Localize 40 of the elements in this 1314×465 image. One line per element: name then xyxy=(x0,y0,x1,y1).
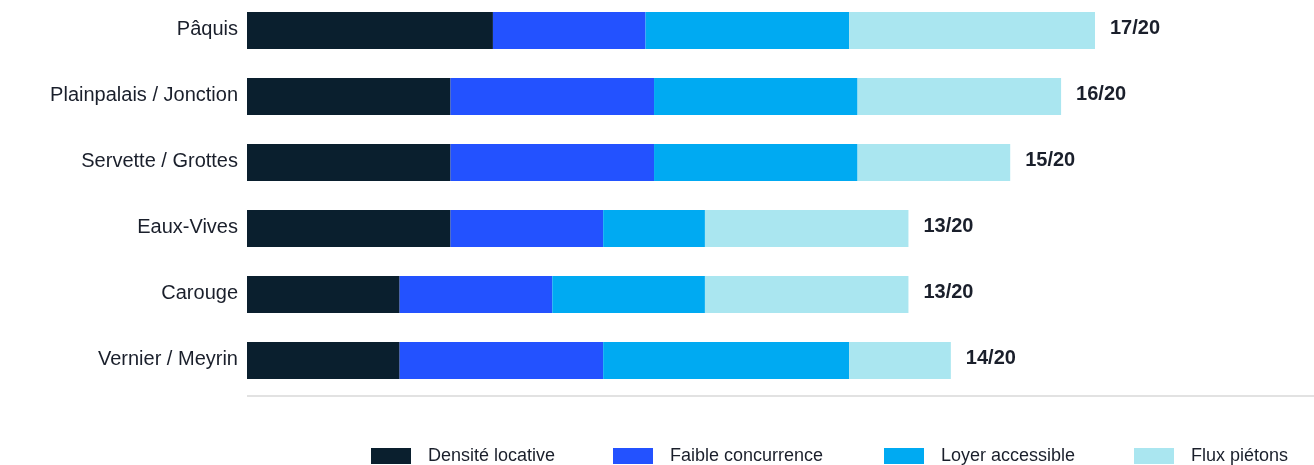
bar xyxy=(399,342,604,379)
bar xyxy=(492,12,646,49)
total-label: 17/20 xyxy=(1110,15,1161,38)
legend-label: Faible concurrence xyxy=(670,444,824,465)
bar xyxy=(704,276,909,313)
bar xyxy=(247,210,451,247)
legend-label: Densité locative xyxy=(428,444,556,465)
bar xyxy=(450,78,655,115)
bar xyxy=(849,12,1095,49)
bar xyxy=(247,342,400,379)
legend-label: Loyer accessible xyxy=(941,444,1076,465)
y-tick-label: Eaux-Vives xyxy=(137,214,238,237)
bar xyxy=(247,12,493,49)
bar xyxy=(704,210,909,247)
y-tick-label: Servette / Grottes xyxy=(81,148,238,171)
bar xyxy=(603,210,705,247)
total-label: 13/20 xyxy=(923,213,974,236)
bar xyxy=(654,144,858,181)
bar xyxy=(247,276,400,313)
bar xyxy=(849,342,951,379)
bar xyxy=(857,144,1011,181)
bar xyxy=(552,276,705,313)
bar xyxy=(450,210,604,247)
bar xyxy=(399,276,553,313)
total-label: 14/20 xyxy=(965,345,1016,368)
y-tick-label: Pâquis xyxy=(176,16,238,39)
bar xyxy=(857,78,1062,115)
legend-label: Flux piétons xyxy=(1191,444,1289,465)
bar xyxy=(645,12,850,49)
total-label: 15/20 xyxy=(1025,147,1076,170)
total-label: 13/20 xyxy=(923,279,974,302)
y-tick-label: Vernier / Meyrin xyxy=(97,346,238,369)
bar xyxy=(247,78,451,115)
bar xyxy=(654,78,858,115)
bar xyxy=(247,144,451,181)
bar xyxy=(450,144,655,181)
bar xyxy=(603,342,850,379)
y-tick-label: Plainpalais / Jonction xyxy=(50,82,238,105)
y-tick-label: Carouge xyxy=(161,280,238,303)
total-label: 16/20 xyxy=(1076,81,1127,104)
